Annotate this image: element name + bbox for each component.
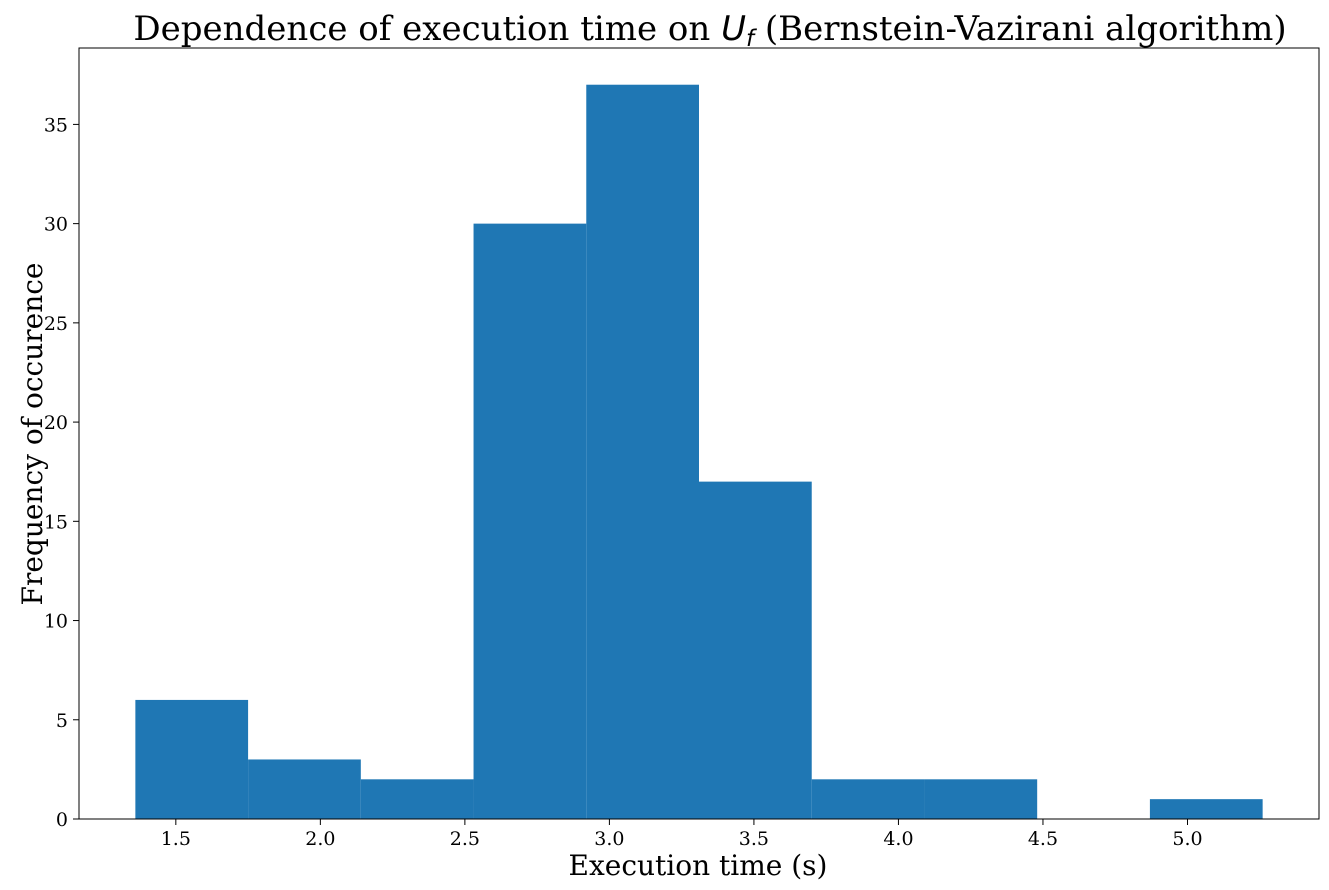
histogram-bar	[248, 759, 361, 819]
chart-title-suffix: (Bernstein-Vazirani algorithm)	[754, 9, 1287, 49]
y-tick-label: 20	[44, 412, 68, 434]
chart-title-math-subscript: f	[746, 26, 757, 52]
x-tick-label: 4.0	[883, 828, 913, 850]
histogram-bar	[1149, 799, 1263, 819]
y-axis-ticks: 0 5 10 15 20 25 30 35	[44, 114, 79, 831]
histogram-bar	[811, 779, 925, 819]
histogram-bar	[360, 779, 474, 819]
x-tick-label: 2.0	[305, 828, 335, 850]
x-tick-label: 4.5	[1028, 828, 1058, 850]
histogram-bar	[924, 779, 1038, 819]
histogram-bar	[586, 84, 699, 819]
y-tick-label: 35	[44, 114, 68, 136]
y-tick-label: 5	[56, 710, 68, 732]
x-axis-ticks: 1.5 2.0 2.5 3.0 3.5 4.0 4.5 5.0	[161, 819, 1203, 850]
x-tick-label: 1.5	[161, 828, 191, 850]
histogram-bars	[135, 84, 1263, 820]
y-tick-label: 10	[44, 611, 68, 633]
x-tick-label: 3.0	[594, 828, 624, 850]
x-axis-label: Execution time (s)	[569, 849, 828, 882]
chart-title-math: U	[721, 9, 746, 49]
x-tick-label: 5.0	[1172, 828, 1202, 850]
y-tick-label: 0	[56, 809, 68, 831]
chart-title-prefix: Dependence of execution time on	[133, 9, 721, 49]
x-tick-label: 2.5	[450, 828, 480, 850]
y-axis-label: Frequency of occurence	[16, 263, 49, 606]
chart-title: Dependence of execution time on Uf (Bern…	[133, 9, 1286, 52]
histogram-bar	[699, 481, 812, 819]
y-tick-label: 25	[44, 313, 68, 335]
x-tick-label: 3.5	[739, 828, 769, 850]
y-tick-label: 15	[44, 511, 68, 533]
y-tick-label: 30	[44, 214, 68, 236]
histogram-bar	[135, 699, 249, 819]
plot-frame	[78, 47, 1320, 820]
histogram-bar	[473, 223, 587, 820]
